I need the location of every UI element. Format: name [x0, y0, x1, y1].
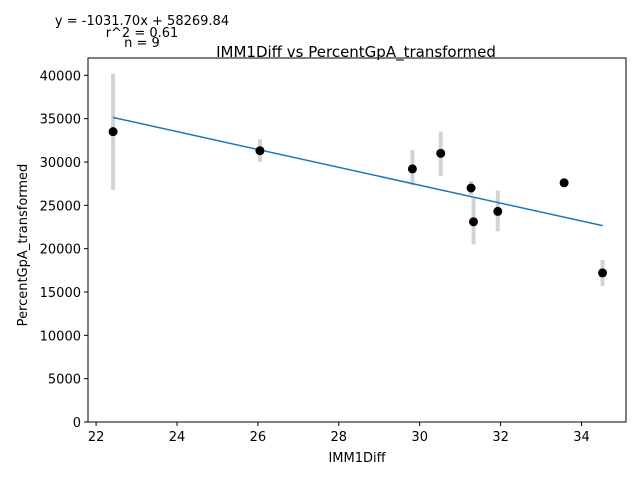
y-tick-label-15000: 15000 — [40, 286, 81, 301]
y-tick-label-0: 0 — [73, 416, 81, 431]
data-point-7 — [493, 206, 503, 216]
regression-line — [112, 116, 603, 227]
data-point-1 — [108, 127, 118, 137]
x-tick-label-30: 30 — [411, 430, 428, 445]
data-point-9 — [598, 268, 608, 278]
y-tick-label-40000: 40000 — [40, 69, 81, 84]
fit-equation-annotation: y = -1031.70x + 58269.84 — [55, 14, 229, 29]
data-point-2 — [255, 146, 265, 156]
y-tick-label-10000: 10000 — [40, 329, 81, 344]
y-tick-label-30000: 30000 — [40, 156, 81, 171]
data-point-8 — [559, 178, 569, 188]
x-tick-label-22: 22 — [88, 430, 105, 445]
y-axis-label: PercentGpA_transformed — [16, 164, 31, 327]
x-axis: 22 24 26 28 30 32 34 — [88, 422, 590, 445]
plot-frame — [87, 57, 627, 423]
x-tick-label-32: 32 — [492, 430, 509, 445]
y-tick-label-5000: 5000 — [48, 373, 81, 388]
y-axis: 0 5000 10000 15000 20000 25000 30000 35000 40000 — [40, 69, 88, 431]
sample-size-annotation: n = 9 — [124, 36, 160, 51]
x-tick-label-24: 24 — [169, 430, 186, 445]
y-tick-label-20000: 20000 — [40, 243, 81, 258]
fit-line-group — [112, 116, 603, 227]
data-point-5 — [466, 183, 476, 193]
y-tick-label-35000: 35000 — [40, 113, 81, 128]
x-tick-label-28: 28 — [331, 430, 348, 445]
x-tick-label-26: 26 — [250, 430, 267, 445]
data-point-4 — [436, 148, 446, 158]
x-axis-label: IMM1Diff — [328, 451, 386, 466]
data-points — [108, 127, 608, 278]
data-point-6 — [468, 217, 478, 227]
y-tick-label-25000: 25000 — [40, 199, 81, 214]
r-squared-annotation: r^2 = 0.61 — [106, 26, 179, 41]
plot-area — [108, 73, 608, 286]
data-point-3 — [407, 164, 417, 174]
x-tick-label-34: 34 — [573, 430, 590, 445]
chart-title: IMM1Diff vs PercentGpA_transformed — [216, 43, 496, 62]
